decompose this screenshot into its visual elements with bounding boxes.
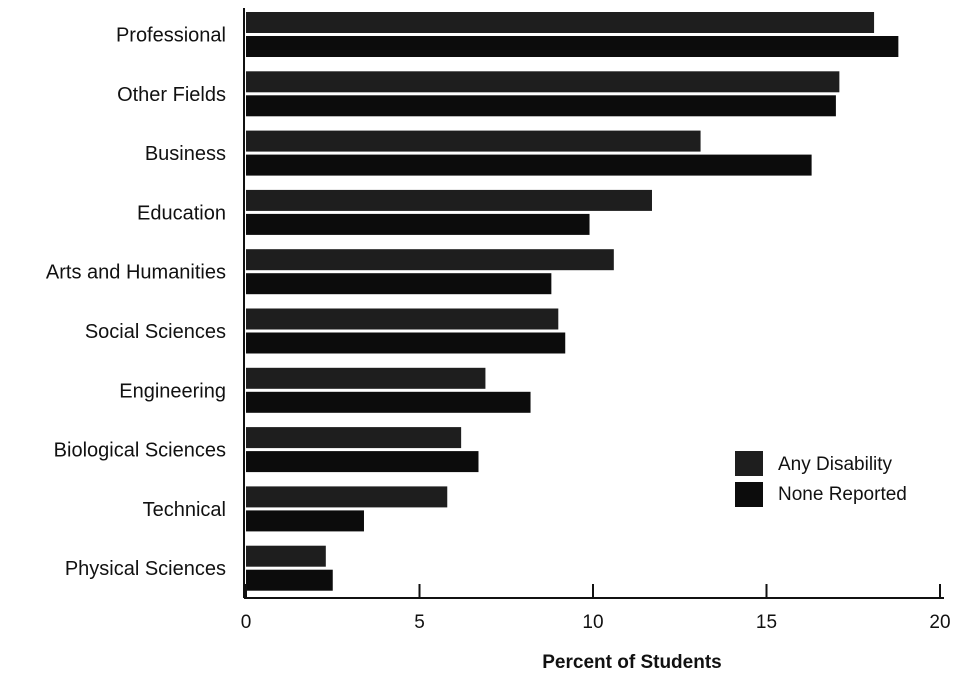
x-axis-title: Percent of Students bbox=[542, 652, 721, 673]
legend-swatch-none-reported bbox=[735, 482, 763, 507]
category-label-education: Education bbox=[137, 202, 226, 224]
bar-physical-sciences-none-reported bbox=[246, 569, 333, 591]
category-label-biological-sciences: Biological Sciences bbox=[54, 440, 226, 462]
bar-technical-none-reported bbox=[246, 510, 364, 532]
bar-professional-none-reported bbox=[246, 36, 899, 57]
category-label-other-fields: Other Fields bbox=[117, 84, 226, 106]
category-label-arts-and-humanities: Arts and Humanities bbox=[46, 262, 226, 284]
category-label-professional: Professional bbox=[116, 25, 226, 47]
bar-professional-any-disability bbox=[246, 12, 875, 33]
bar-education-none-reported bbox=[246, 213, 590, 235]
category-label-physical-sciences: Physical Sciences bbox=[65, 558, 226, 580]
x-tick-label-10: 10 bbox=[582, 612, 603, 633]
category-label-engineering: Engineering bbox=[119, 380, 226, 402]
bar-engineering-none-reported bbox=[246, 391, 531, 413]
bar-physical-sciences-any-disability bbox=[246, 545, 326, 567]
category-labels: Professional Other Fields Business Educatio… bbox=[46, 25, 226, 581]
x-tick-label-15: 15 bbox=[756, 612, 777, 633]
legend-label-none-reported: None Reported bbox=[778, 484, 907, 505]
bar-biological-sciences-none-reported bbox=[246, 451, 479, 473]
bar-arts-and-humanities-none-reported bbox=[246, 273, 552, 295]
x-tick-label-0: 0 bbox=[241, 612, 252, 633]
bar-education-any-disability bbox=[246, 189, 652, 211]
bar-engineering-any-disability bbox=[246, 367, 486, 389]
bar-business-any-disability bbox=[246, 130, 701, 152]
bar-business-none-reported bbox=[246, 154, 812, 176]
category-label-business: Business bbox=[145, 143, 226, 165]
x-axis-ticks: 0 5 10 15 20 bbox=[241, 584, 951, 633]
category-label-social-sciences: Social Sciences bbox=[85, 321, 226, 343]
bar-biological-sciences-any-disability bbox=[246, 427, 462, 449]
bar-arts-and-humanities-any-disability bbox=[246, 249, 614, 271]
bars-group bbox=[246, 12, 899, 591]
bar-technical-any-disability bbox=[246, 486, 448, 508]
bar-other-fields-any-disability bbox=[246, 71, 840, 93]
category-label-technical: Technical bbox=[143, 499, 226, 521]
bar-social-sciences-any-disability bbox=[246, 308, 559, 330]
legend-swatch-any-disability bbox=[735, 451, 763, 476]
x-tick-label-20: 20 bbox=[929, 612, 950, 633]
bar-other-fields-none-reported bbox=[246, 95, 836, 117]
legend-label-any-disability: Any Disability bbox=[778, 454, 893, 475]
legend: Any Disability None Reported bbox=[735, 451, 907, 507]
bar-social-sciences-none-reported bbox=[246, 332, 566, 354]
x-tick-label-5: 5 bbox=[414, 612, 425, 633]
